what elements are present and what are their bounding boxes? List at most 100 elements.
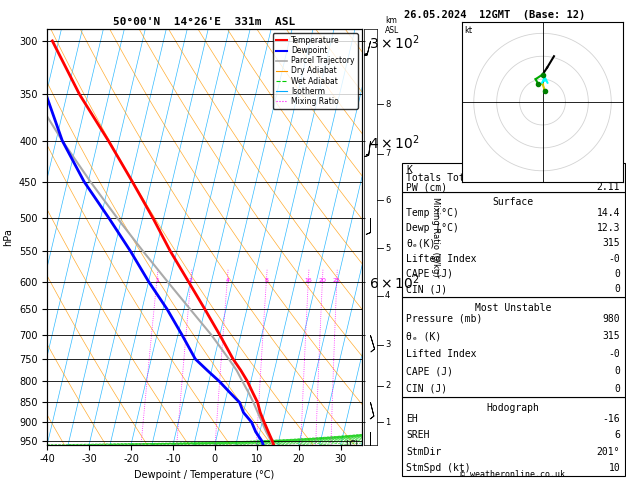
Text: 315: 315 [603, 238, 620, 248]
Text: SREH: SREH [406, 431, 430, 440]
Text: CAPE (J): CAPE (J) [406, 366, 454, 376]
Bar [402, 191, 625, 297]
Parcel Trajectory [225, 356, 233, 362]
Temperature [237, 367, 245, 373]
Text: 7: 7 [385, 149, 391, 158]
Text: -0: -0 [608, 349, 620, 359]
Text: kt: kt [465, 26, 473, 35]
Temperature [149, 215, 157, 221]
Temperature [229, 356, 237, 362]
Text: 10: 10 [608, 463, 620, 473]
Parcel Trajectory [238, 379, 246, 384]
Dewpoint [42, 91, 50, 97]
Text: 3: 3 [385, 340, 391, 349]
Text: Dewp (°C): Dewp (°C) [406, 223, 459, 233]
Parcel Trajectory [254, 410, 262, 416]
Temperature [75, 91, 83, 97]
Dewpoint [240, 410, 247, 416]
Parcel Trajectory [208, 332, 215, 338]
Text: 1: 1 [385, 418, 391, 427]
Bar [402, 163, 625, 191]
Parcel Trajectory [114, 215, 121, 221]
Dewpoint [248, 419, 255, 425]
Parcel Trajectory [259, 419, 266, 425]
Bar [402, 398, 625, 476]
Text: 26: 26 [608, 165, 620, 174]
Text: 0: 0 [615, 383, 620, 394]
Text: 2: 2 [385, 381, 391, 390]
Text: 0: 0 [615, 269, 620, 279]
Text: 12.3: 12.3 [597, 223, 620, 233]
Temperature [48, 38, 56, 44]
Text: Totals Totals: Totals Totals [406, 174, 482, 183]
X-axis label: Dewpoint / Temperature (°C): Dewpoint / Temperature (°C) [135, 470, 274, 480]
Temperature [254, 399, 262, 405]
Text: CAPE (J): CAPE (J) [406, 269, 454, 279]
Text: -0: -0 [608, 254, 620, 263]
Temperature [216, 332, 223, 338]
Temperature [269, 438, 276, 444]
Text: 8: 8 [385, 100, 391, 109]
Text: θₑ (K): θₑ (K) [406, 331, 442, 341]
Parcel Trajectory [186, 306, 194, 312]
Temperature [270, 442, 277, 448]
Temperature [104, 138, 112, 144]
Temperature [185, 278, 192, 284]
Temperature [243, 379, 251, 384]
Parcel Trajectory [245, 389, 252, 395]
Parcel Trajectory [58, 138, 66, 144]
Text: EH: EH [406, 414, 418, 424]
Y-axis label: Mixing Ratio (g/kg): Mixing Ratio (g/kg) [431, 197, 440, 277]
Parcel Trajectory [262, 429, 270, 434]
Text: Temp (°C): Temp (°C) [406, 208, 459, 218]
Dewpoint [81, 179, 88, 185]
Text: © weatheronline.co.uk: © weatheronline.co.uk [460, 470, 565, 479]
Dewpoint [258, 438, 265, 444]
Dewpoint [259, 442, 267, 448]
Text: LCL: LCL [345, 440, 360, 449]
Dewpoint [127, 248, 135, 254]
Text: 201°: 201° [597, 447, 620, 457]
Parcel Trajectory [30, 91, 37, 97]
Dewpoint [252, 429, 260, 434]
Text: 25: 25 [333, 278, 341, 283]
Temperature [260, 419, 268, 425]
Dewpoint [30, 38, 37, 44]
Text: PW (cm): PW (cm) [406, 182, 447, 192]
Text: 2: 2 [189, 278, 193, 283]
Temperature [248, 389, 256, 395]
Dewpoint [261, 449, 269, 455]
Title: 50°00'N  14°26'E  331m  ASL: 50°00'N 14°26'E 331m ASL [113, 17, 296, 27]
Temperature [201, 306, 209, 312]
Line: Parcel Trajectory: Parcel Trajectory [4, 41, 274, 452]
Temperature [128, 179, 136, 185]
Text: StmDir: StmDir [406, 447, 442, 457]
Text: Surface: Surface [493, 197, 534, 207]
Text: StmSpd (kt): StmSpd (kt) [406, 463, 471, 473]
Text: Lifted Index: Lifted Index [406, 254, 477, 263]
Dewpoint [191, 356, 199, 362]
Text: Lifted Index: Lifted Index [406, 349, 477, 359]
Bar [402, 297, 625, 398]
Dewpoint [226, 389, 233, 395]
Parcel Trajectory [269, 442, 277, 448]
Parcel Trajectory [1, 38, 8, 44]
Text: 4: 4 [385, 291, 391, 300]
Text: CIN (J): CIN (J) [406, 284, 447, 294]
Legend: Temperature, Dewpoint, Parcel Trajectory, Dry Adiabat, Wet Adiabat, Isotherm, Mi: Temperature, Dewpoint, Parcel Trajectory… [273, 33, 358, 109]
Text: 5: 5 [385, 243, 391, 253]
Dewpoint [204, 367, 211, 373]
Parcel Trajectory [267, 438, 275, 444]
Text: 980: 980 [603, 314, 620, 324]
Dewpoint [58, 138, 66, 144]
Dewpoint [164, 306, 171, 312]
Parcel Trajectory [270, 449, 277, 455]
Text: 26.05.2024  12GMT  (Base: 12): 26.05.2024 12GMT (Base: 12) [404, 10, 585, 19]
Dewpoint [216, 379, 223, 384]
Temperature [167, 248, 174, 254]
Text: 14.4: 14.4 [597, 208, 620, 218]
Text: Pressure (mb): Pressure (mb) [406, 314, 482, 324]
Line: Temperature: Temperature [52, 41, 274, 452]
Temperature [265, 429, 272, 434]
Parcel Trajectory [233, 367, 240, 373]
